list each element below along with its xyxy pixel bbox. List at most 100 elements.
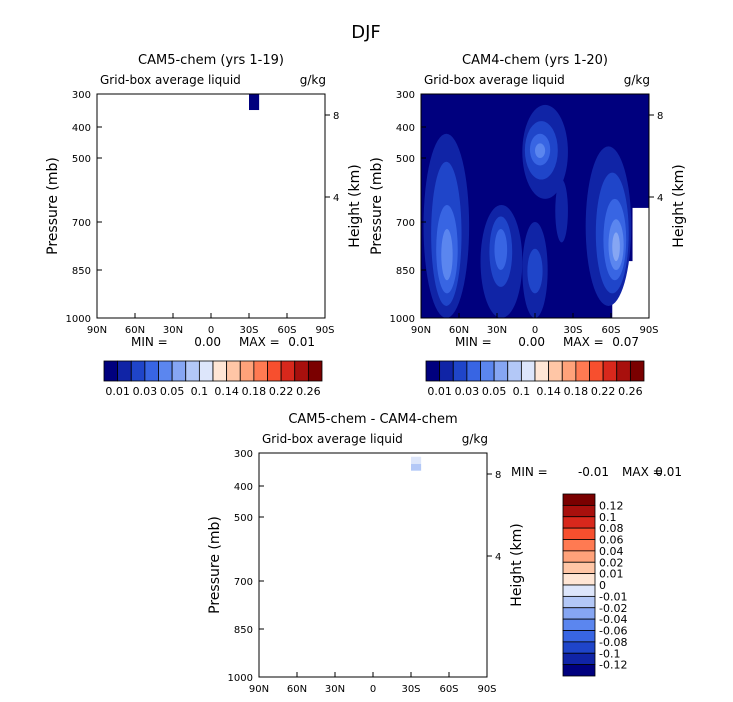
x-tick-label: 30N xyxy=(163,325,183,336)
colorbar-swatch xyxy=(212,360,228,382)
colorbar-swatch xyxy=(198,360,214,382)
max-label: MAX = xyxy=(563,335,604,349)
colorbar-label: -0.04 xyxy=(599,613,627,626)
x-tick-label: 30N xyxy=(325,684,345,695)
colorbar-label: 0.01 xyxy=(105,385,130,398)
y-axis-title: Pressure (mb) xyxy=(207,516,223,614)
colorbar-swatch xyxy=(239,360,255,382)
y-tick-label: 700 xyxy=(234,577,253,588)
colorbar-swatch xyxy=(307,360,323,382)
x-tick-label: 60N xyxy=(125,325,145,336)
colorbar-swatch xyxy=(629,360,645,382)
colorbar-label: 0.06 xyxy=(599,534,624,547)
min-value: 0.00 xyxy=(518,335,545,349)
colorbar-label: -0.06 xyxy=(599,625,627,638)
colorbar-label: 0.02 xyxy=(599,556,624,569)
colorbar-swatch xyxy=(562,607,596,620)
colorbar-label: 0.08 xyxy=(599,522,624,535)
y-right-tick-label: 4 xyxy=(657,193,663,204)
panel-units: g/kg xyxy=(624,73,650,87)
contour-region xyxy=(535,143,546,158)
colorbar-label: 0.22 xyxy=(591,385,616,398)
colorbar-label: 0.1 xyxy=(599,511,617,524)
min-label: MIN = xyxy=(455,335,492,349)
page-title: DJF xyxy=(351,22,381,43)
colorbar-swatch xyxy=(439,360,454,382)
panel-units: g/kg xyxy=(300,73,326,87)
y-right-tick-label: 8 xyxy=(495,470,501,481)
colorbar-swatch xyxy=(562,527,596,540)
colorbar: 0.120.10.080.060.040.020.010-0.01-0.02-0… xyxy=(562,493,627,677)
panel-title: CAM5-chem - CAM4-chem xyxy=(288,412,457,427)
colorbar-swatch xyxy=(561,360,577,382)
colorbar-swatch xyxy=(589,360,604,382)
colorbar-label: 0.1 xyxy=(513,385,531,398)
colorbar-swatch xyxy=(562,595,596,609)
plot-frame xyxy=(258,452,488,678)
colorbar-label: 0.14 xyxy=(536,385,561,398)
colorbar-swatch xyxy=(158,360,173,382)
y-right-tick-label: 4 xyxy=(495,552,501,563)
colorbar-swatch xyxy=(602,360,618,382)
colorbar-swatch xyxy=(548,360,563,382)
colorbar-label: 0.1 xyxy=(191,385,209,398)
panel-units: g/kg xyxy=(462,432,488,446)
y-tick-label: 850 xyxy=(234,625,253,636)
colorbar-label: 0.03 xyxy=(133,385,158,398)
colorbar-swatch xyxy=(562,573,596,586)
panel-subtitle: Grid-box average liquid xyxy=(100,73,241,87)
x-tick-label: 90S xyxy=(315,325,334,336)
colorbar-label: 0.18 xyxy=(242,385,267,398)
contour-region xyxy=(411,463,422,471)
x-tick-label: 0 xyxy=(370,684,376,695)
colorbar-label: 0.22 xyxy=(269,385,294,398)
colorbar-label: 0.05 xyxy=(482,385,507,398)
colorbar-label: 0.26 xyxy=(296,385,321,398)
x-tick-label: 90N xyxy=(411,325,431,336)
colorbar-swatch xyxy=(534,360,550,382)
plot-area xyxy=(421,94,649,318)
panel-1: CAM5-chem (yrs 1-19) Grid-box average liq… xyxy=(45,53,363,398)
colorbar-label: 0.14 xyxy=(214,385,239,398)
x-tick-label: 60S xyxy=(277,325,296,336)
contour-region xyxy=(441,228,453,281)
max-value: 0.07 xyxy=(612,335,639,349)
colorbar-swatch xyxy=(185,360,200,382)
x-tick-label: 30N xyxy=(487,325,507,336)
max-value: 0.01 xyxy=(288,335,315,349)
colorbar-swatch xyxy=(253,360,268,382)
y-axis-title: Pressure (mb) xyxy=(45,157,61,255)
colorbar-label: 0.18 xyxy=(564,385,589,398)
panel-subtitle: Grid-box average liquid xyxy=(424,73,565,87)
y-tick-label: 400 xyxy=(396,123,415,134)
colorbar-label: 0.26 xyxy=(618,385,643,398)
max-label: MAX = xyxy=(622,465,663,479)
colorbar-swatch xyxy=(562,618,596,631)
x-tick-label: 60N xyxy=(449,325,469,336)
x-tick-label: 90S xyxy=(639,325,658,336)
contour-region xyxy=(494,228,508,270)
y-tick-label: 300 xyxy=(396,90,415,101)
y-tick-label: 700 xyxy=(396,218,415,229)
max-value: 0.01 xyxy=(655,465,682,479)
colorbar-label: -0.02 xyxy=(599,602,627,615)
contour-region xyxy=(527,248,543,294)
colorbar-label: 0.01 xyxy=(599,568,624,581)
y-tick-label: 300 xyxy=(72,90,91,101)
colorbar-swatch xyxy=(226,360,241,382)
y-right-tick-label: 8 xyxy=(657,111,663,122)
colorbar-label: -0.08 xyxy=(599,636,627,649)
y-tick-label: 400 xyxy=(234,482,253,493)
x-tick-label: 60S xyxy=(439,684,458,695)
panel-title: CAM5-chem (yrs 1-19) xyxy=(138,53,284,68)
colorbar-swatch xyxy=(480,360,495,382)
y-tick-label: 300 xyxy=(234,449,253,460)
x-tick-label: 0 xyxy=(208,325,214,336)
colorbar-swatch xyxy=(294,360,309,382)
colorbar-label: 0.01 xyxy=(427,385,452,398)
panel-title: CAM4-chem (yrs 1-20) xyxy=(462,53,608,68)
colorbar-swatch xyxy=(520,360,536,382)
x-tick-label: 90S xyxy=(477,684,496,695)
colorbar-label: 0.04 xyxy=(599,545,624,558)
